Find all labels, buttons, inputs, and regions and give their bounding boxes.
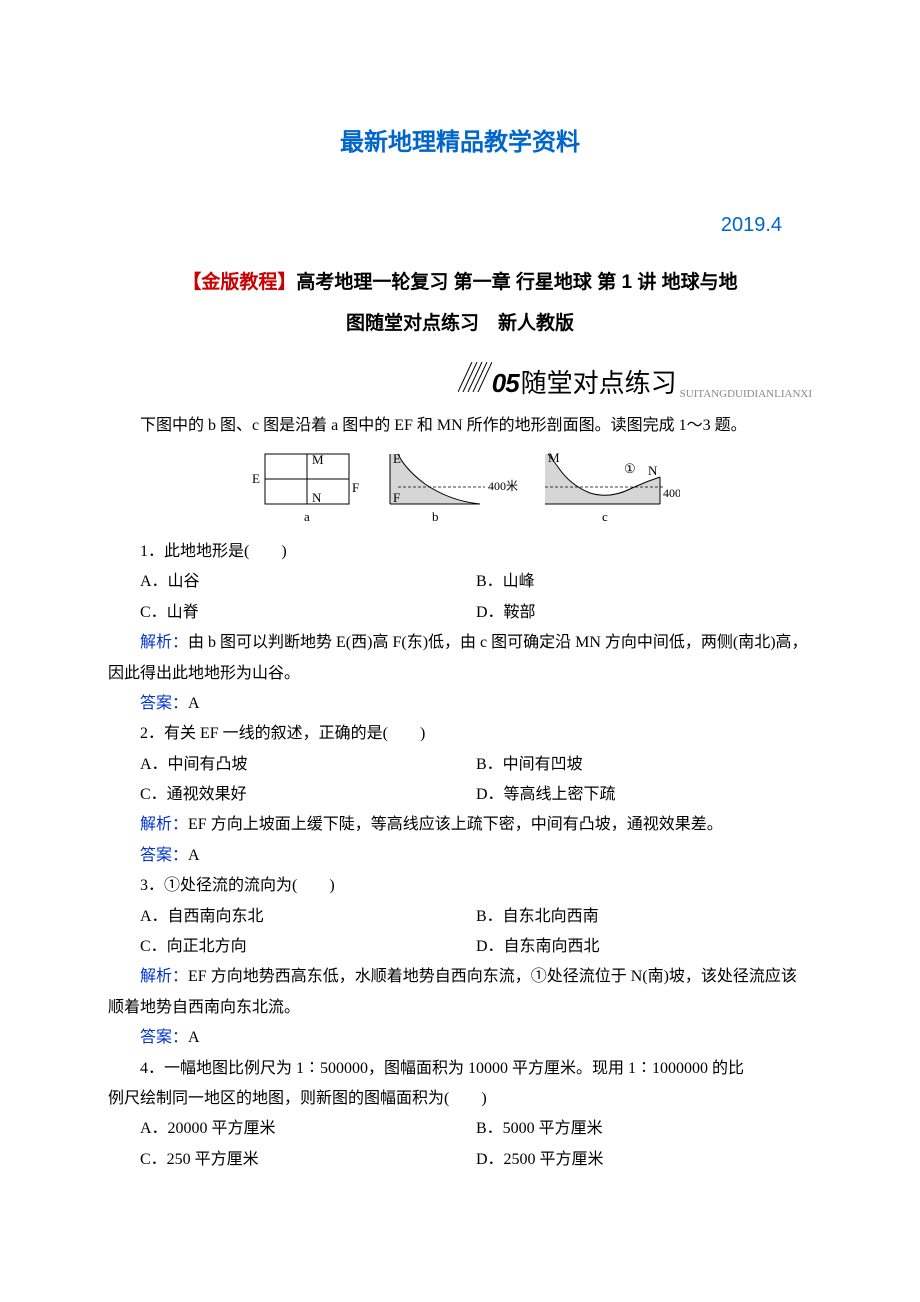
q1-C: C．山脊 <box>140 598 476 628</box>
q4-stem-l1: 4．一幅地图比例尺为 1∶500000，图幅面积为 10000 平方厘米。现用 … <box>108 1054 812 1084</box>
q4-stem-l2: 例尺绘制同一地区的地图，则新图的图幅面积为( ) <box>108 1084 812 1114</box>
q1-answer: 答案：A <box>108 689 812 719</box>
q3-analysis: 解析：EF 方向地势西高东低，水顺着地势自西向东流，①处径流位于 N(南)坡，该… <box>108 962 812 1023</box>
q3-C: C．向正北方向 <box>140 932 476 962</box>
year-label: 2019.4 <box>108 206 812 244</box>
svg-text:a: a <box>304 509 310 524</box>
hatch-icon <box>458 362 492 392</box>
svg-text:F: F <box>352 480 359 495</box>
banner-pinyin: SUITANGDUIDIANLIANXI <box>680 384 812 405</box>
q2-stem: 2．有关 EF 一线的叙述，正确的是( ) <box>108 719 812 749</box>
banner-text: 随堂对点练习 <box>521 359 677 408</box>
svg-text:c: c <box>602 509 608 524</box>
main-title: 最新地理精品教学资料 <box>108 120 812 166</box>
q4-C: C．250 平方厘米 <box>140 1145 476 1175</box>
q1-analysis: 解析：由 b 图可以判断地势 E(西)高 F(东)低，由 c 图可确定沿 MN … <box>108 628 812 689</box>
q2-analysis-text: EF 方向上坡面上缓下陡，等高线应该上疏下密，中间有凸坡，通视效果差。 <box>188 816 723 833</box>
q3-stem: 3．①处径流的流向为( ) <box>108 871 812 901</box>
q4-D: D．2500 平方厘米 <box>476 1145 812 1175</box>
svg-text:E: E <box>393 451 401 466</box>
q4-B: B．5000 平方厘米 <box>476 1114 812 1144</box>
q2-choices: A．中间有凸坡 B．中间有凹坡 C．通视效果好 D．等高线上密下疏 <box>108 750 812 811</box>
svg-text:E: E <box>252 471 260 486</box>
svg-text:M: M <box>548 450 560 465</box>
q3-B: B．自东北向西南 <box>476 902 812 932</box>
subtitle: 【金版教程】高考地理一轮复习 第一章 行星地球 第 1 讲 地球与地 图随堂对点… <box>108 262 812 346</box>
q3-A: A．自西南向东北 <box>140 902 476 932</box>
answer-label: 答案： <box>140 847 188 864</box>
subtitle-line1: 高考地理一轮复习 第一章 行星地球 第 1 讲 地球与地 <box>296 272 737 293</box>
q3-choices: A．自西南向东北 B．自东北向西南 C．向正北方向 D．自东南向西北 <box>108 902 812 963</box>
svg-text:N: N <box>648 463 658 478</box>
svg-text:b: b <box>432 509 439 524</box>
q2-A: A．中间有凸坡 <box>140 750 476 780</box>
q2-answer-val: A <box>188 847 200 864</box>
profile-diagram: E F M N a E F 400米 b M ① N 4 <box>108 449 812 527</box>
subtitle-red: 【金版教程】 <box>182 272 296 293</box>
q1-stem: 1．此地地形是( ) <box>108 537 812 567</box>
subtitle-line2: 图随堂对点练习 新人教版 <box>346 313 574 334</box>
answer-label: 答案： <box>140 1029 188 1046</box>
q1-analysis-text: 由 b 图可以判断地势 E(西)高 F(东)低，由 c 图可确定沿 MN 方向中… <box>108 634 808 681</box>
q4-A: A．20000 平方厘米 <box>140 1114 476 1144</box>
q1-choices: A．山谷 B．山峰 C．山脊 D．鞍部 <box>108 567 812 628</box>
q2-D: D．等高线上密下疏 <box>476 780 812 810</box>
q1-A: A．山谷 <box>140 567 476 597</box>
analysis-label: 解析： <box>140 968 188 985</box>
svg-text:F: F <box>393 490 400 505</box>
q2-C: C．通视效果好 <box>140 780 476 810</box>
q3-D: D．自东南向西北 <box>476 932 812 962</box>
q3-answer: 答案：A <box>108 1023 812 1053</box>
q1-D: D．鞍部 <box>476 598 812 628</box>
analysis-label: 解析： <box>140 816 188 833</box>
q2-analysis: 解析：EF 方向上坡面上缓下陡，等高线应该上疏下密，中间有凸坡，通视效果差。 <box>108 810 812 840</box>
svg-text:400米: 400米 <box>663 486 680 500</box>
analysis-label: 解析： <box>140 634 188 651</box>
svg-text:①: ① <box>624 461 636 476</box>
q1-answer-val: A <box>188 695 200 712</box>
banner-number: 05 <box>492 359 519 408</box>
svg-text:400米: 400米 <box>488 479 518 493</box>
q2-B: B．中间有凹坡 <box>476 750 812 780</box>
q2-answer: 答案：A <box>108 841 812 871</box>
section-banner: 05 随堂对点练习 SUITANGDUIDIANLIANXI <box>102 359 812 408</box>
intro-text: 下图中的 b 图、c 图是沿着 a 图中的 EF 和 MN 所作的地形剖面图。读… <box>108 411 812 441</box>
q3-analysis-text: EF 方向地势西高东低，水顺着地势自西向东流，①处径流位于 N(南)坡，该处径流… <box>108 968 797 1015</box>
svg-text:M: M <box>312 452 324 467</box>
svg-text:N: N <box>312 490 322 505</box>
answer-label: 答案： <box>140 695 188 712</box>
q1-B: B．山峰 <box>476 567 812 597</box>
q4-choices: A．20000 平方厘米 B．5000 平方厘米 C．250 平方厘米 D．25… <box>108 1114 812 1175</box>
q3-answer-val: A <box>188 1029 200 1046</box>
